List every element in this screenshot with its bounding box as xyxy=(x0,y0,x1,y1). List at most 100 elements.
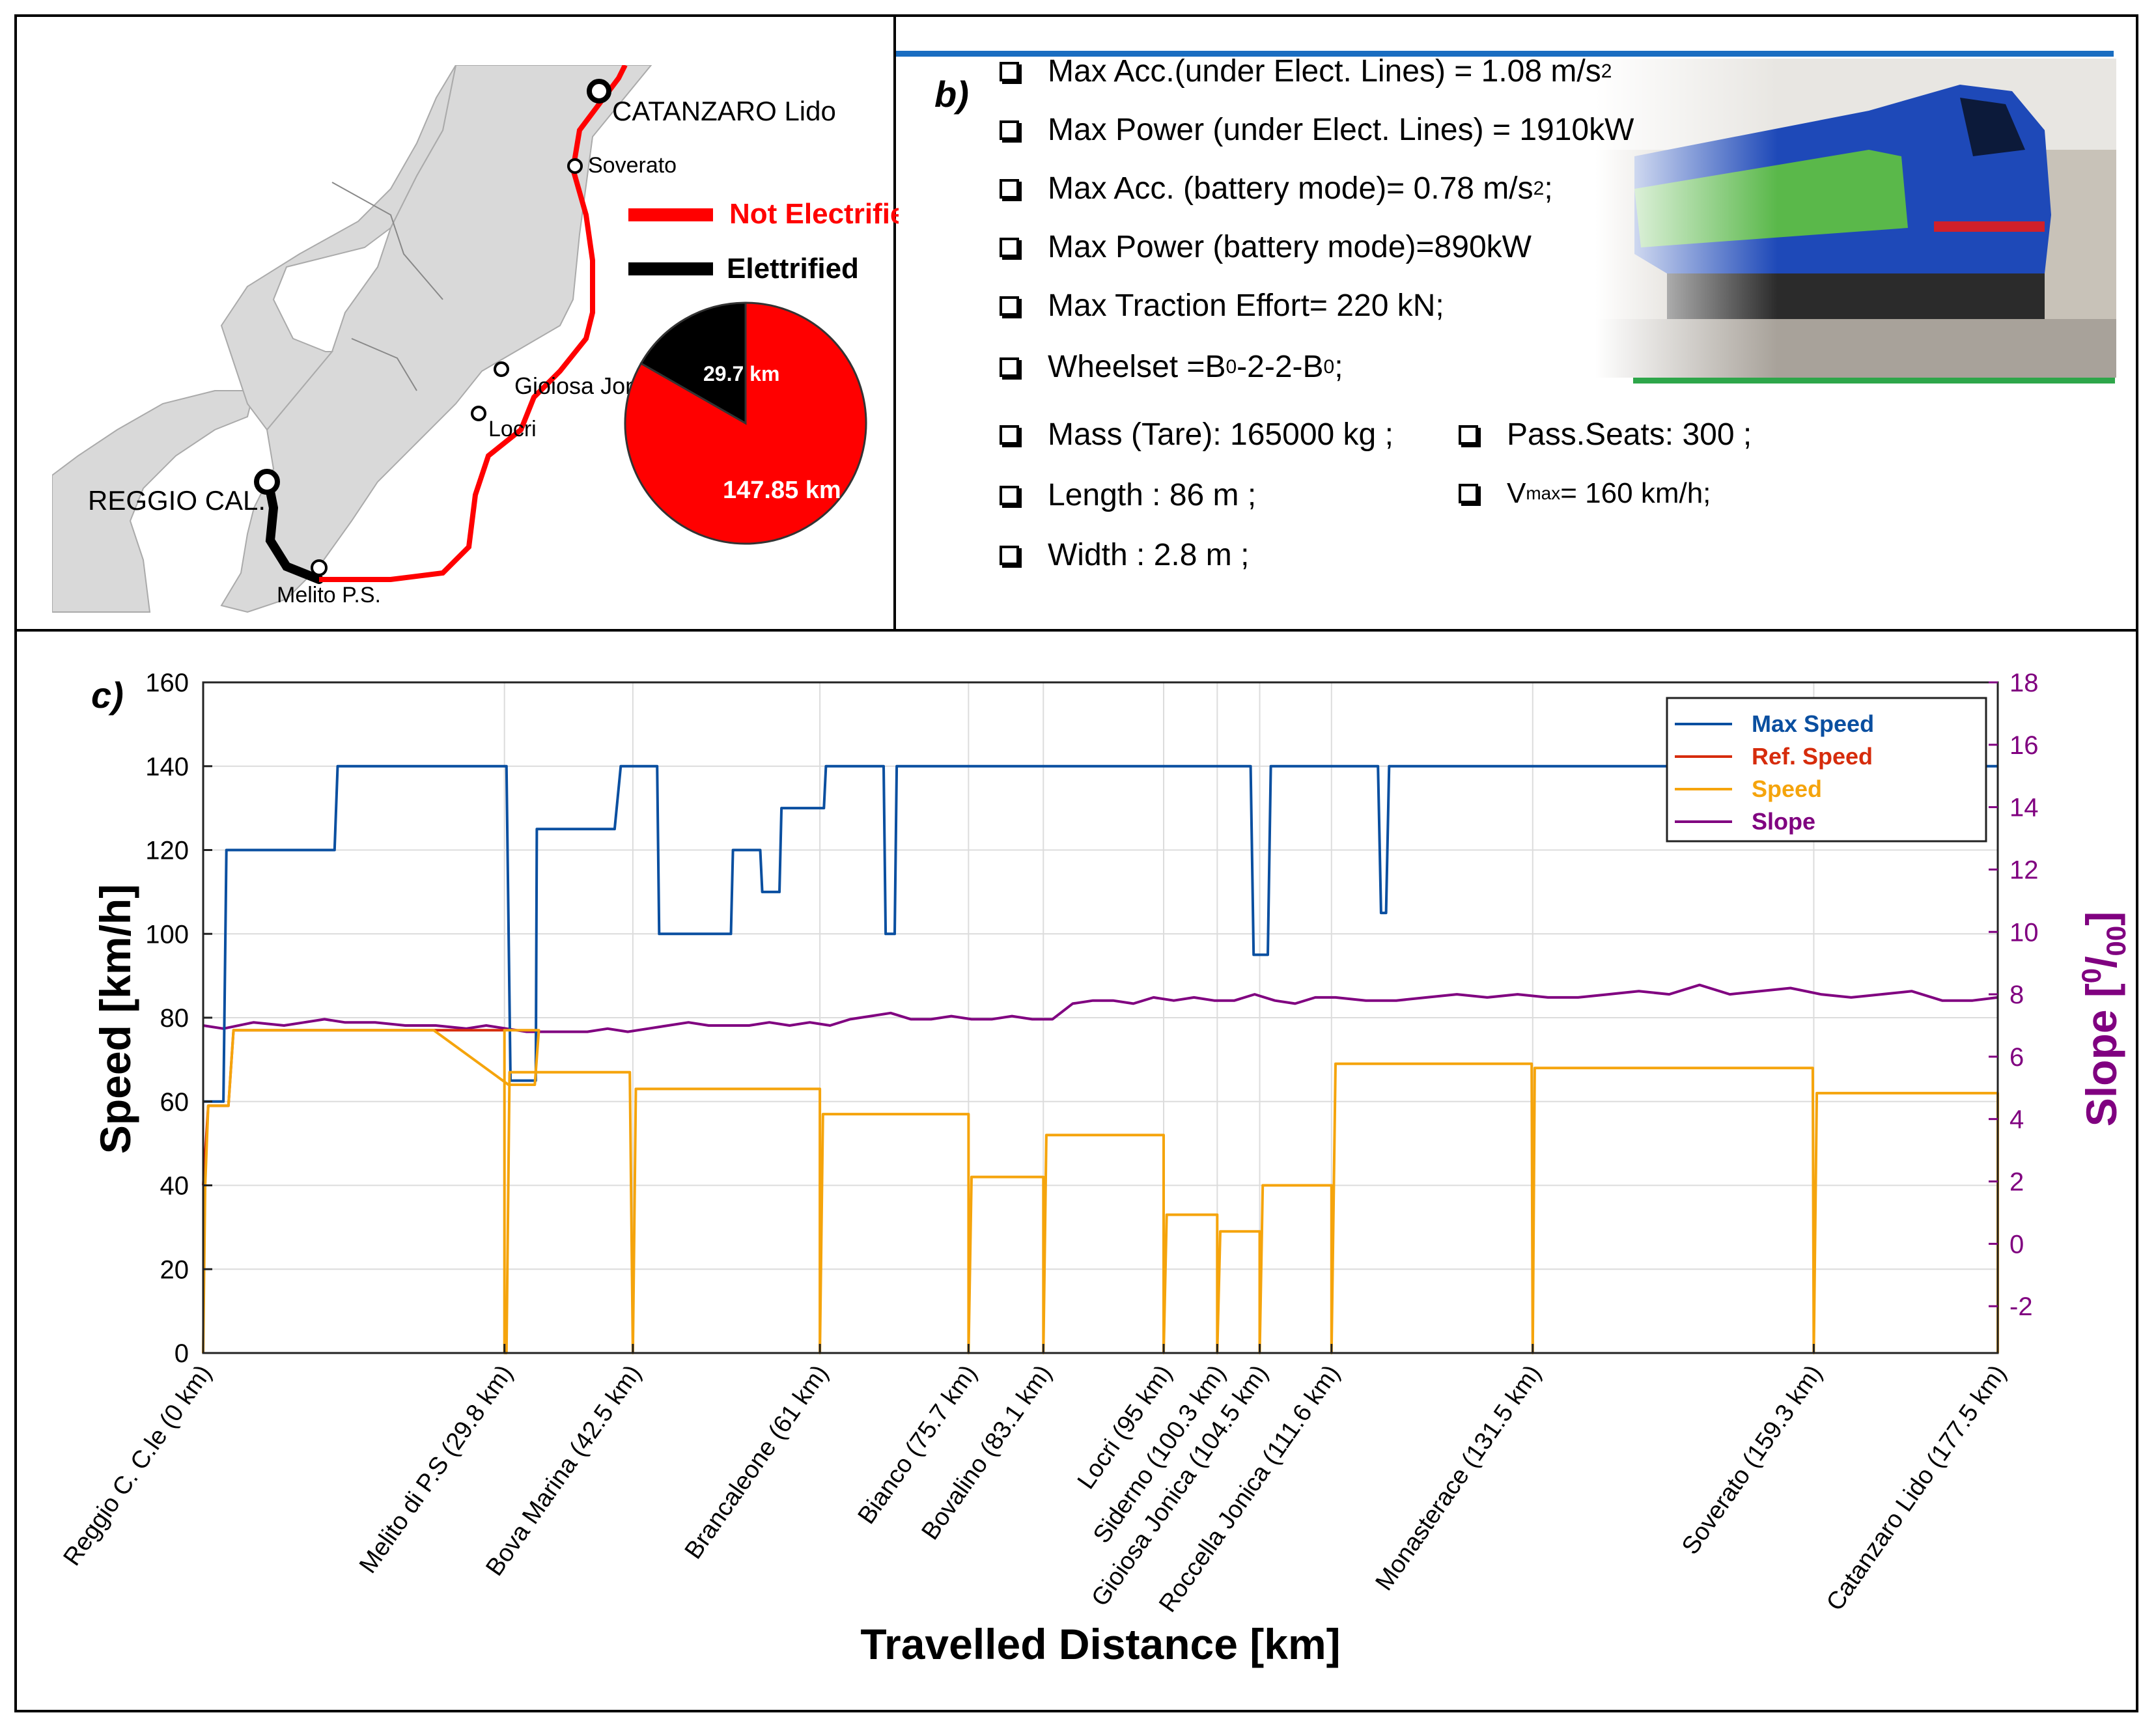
y2-tick-label: -2 xyxy=(2009,1292,2033,1321)
spec-wheelset-b: -2-2-B xyxy=(1237,350,1324,384)
calabria-land xyxy=(220,65,652,613)
checkbox-icon xyxy=(1459,425,1481,447)
y2-tick-label: 14 xyxy=(2009,794,2039,822)
station-melito-label: Melito P.S. xyxy=(277,583,381,607)
station-catanzaro-marker xyxy=(587,79,611,104)
legend-label: Speed xyxy=(1752,775,1822,802)
y-tick-label: 40 xyxy=(160,1172,189,1201)
y2-tick-label: 12 xyxy=(2009,856,2039,884)
x-tick-label: Reggio C. C.le (0 km) xyxy=(58,1360,217,1570)
panel-b-top-accent xyxy=(896,51,2114,57)
checkbox-icon xyxy=(1000,485,1022,508)
y2-axis-label: Slope [0/00] xyxy=(2076,912,2131,1126)
x-tick-label: Catanzaro Lido (177.5 km) xyxy=(1821,1360,2011,1616)
y2-axis-label-a: Slope [ xyxy=(2077,983,2125,1126)
x-tick-label: Soverato (159.3 km) xyxy=(1677,1360,1828,1559)
spec-acc-batt-suffix: ; xyxy=(1544,171,1553,206)
checkbox-icon xyxy=(1000,237,1022,260)
x-ticks-layer: Reggio C. C.le (0 km) Melito di P.S (29.8… xyxy=(58,1344,2011,1617)
y2-tick-label: 6 xyxy=(2009,1043,2024,1072)
spec-vmax-a: V xyxy=(1507,477,1526,509)
pie-label-red: 147.85 km xyxy=(723,477,841,504)
region-border-2 xyxy=(351,338,417,391)
checkbox-icon xyxy=(1000,425,1022,447)
spec-acc-elect: Max Acc.(under Elect. Lines) = 1.08 m/s 2 xyxy=(1000,53,1612,89)
spec-power-batt: Max Power (battery mode)=890kW xyxy=(1000,229,1532,265)
spec-acc-batt: Max Acc. (battery mode)= 0.78 m/s 2; xyxy=(1000,171,1553,206)
y-axis-label: Speed [km/h] xyxy=(91,884,139,1154)
spec-acc-elect-sup: 2 xyxy=(1601,60,1612,82)
not-electrified-line xyxy=(319,65,628,582)
checkbox-icon xyxy=(1459,484,1481,506)
spec-wheelset-sub2: 0 xyxy=(1323,356,1335,378)
series-line-speed xyxy=(202,1029,1999,1354)
station-locri-label: Locri xyxy=(488,417,537,441)
y-tick-label: 0 xyxy=(175,1339,189,1368)
y2-axis-label-e: ] xyxy=(2077,912,2125,926)
panel-b-bottom-accent xyxy=(1633,378,2115,384)
y-tick-label: 140 xyxy=(145,753,189,781)
spec-power-elect: Max Power (under Elect. Lines) = 1910kW xyxy=(1000,112,1634,148)
pie-label-black: 29.7 km xyxy=(703,362,779,385)
chart-legend: Max Speed Ref. Speed Speed Slope xyxy=(1666,697,1987,843)
x-tick-label: Melito di P.S (29.8 km) xyxy=(354,1360,518,1578)
y-tick-label: 80 xyxy=(160,1004,189,1033)
series-layer xyxy=(202,764,1999,1354)
y2-tick-label: 4 xyxy=(2009,1106,2024,1134)
spec-power-elect-text: Max Power (under Elect. Lines) = 1910kW xyxy=(1048,113,1634,147)
calabria-land-west xyxy=(220,65,456,431)
legend-electrified-swatch xyxy=(628,262,713,275)
station-gioiosa-marker xyxy=(494,361,509,377)
calabria-map: CATANZARO Lido Soverato Gioiosa Jonica L… xyxy=(52,65,899,613)
spec-length-text: Length : 86 m ; xyxy=(1048,478,1257,512)
x-axis-label: Travelled Distance [km] xyxy=(860,1620,1340,1668)
legend-label: Slope xyxy=(1752,808,1815,835)
spec-wheelset-a: Wheelset =B xyxy=(1048,350,1226,384)
spec-width: Width : 2.8 m ; xyxy=(1000,537,1249,573)
spec-wheelset-c: ; xyxy=(1334,350,1343,384)
spec-acc-batt-sup: 2 xyxy=(1533,177,1545,199)
checkbox-icon xyxy=(1000,296,1022,318)
y-tick-label: 160 xyxy=(145,669,189,697)
station-reggio-marker xyxy=(254,469,280,495)
spec-acc-batt-text: Max Acc. (battery mode)= 0.78 m/s xyxy=(1048,171,1533,206)
x-tick-label: Bovalino (83.1 km) xyxy=(917,1360,1057,1545)
spec-power-batt-text: Max Power (battery mode)=890kW xyxy=(1048,230,1532,264)
checkbox-icon xyxy=(1000,120,1022,143)
legend-label: Max Speed xyxy=(1752,710,1874,737)
legend-not-electrified-swatch xyxy=(628,208,713,221)
panel-b-label: b) xyxy=(934,74,969,115)
spec-wheelset-sub1: 0 xyxy=(1225,356,1237,378)
series-line-max-speed xyxy=(203,764,1998,1103)
horizontal-divider xyxy=(14,629,2138,632)
y-ticks-layer: 0 20 40 60 80 100 120 140 160 xyxy=(145,669,212,1368)
spec-length: Length : 86 m ; xyxy=(1000,477,1256,513)
checkbox-icon xyxy=(1000,545,1022,568)
train-photo-fade xyxy=(1595,59,2116,378)
spec-acc-elect-text: Max Acc.(under Elect. Lines) = 1.08 m/s xyxy=(1048,54,1601,89)
spec-vmax-b: = 160 km/h; xyxy=(1560,477,1711,509)
station-locri-marker xyxy=(471,406,486,421)
spec-width-text: Width : 2.8 m ; xyxy=(1048,538,1250,572)
y2-tick-label: 8 xyxy=(2009,981,2024,1009)
spec-traction: Max Traction Effort= 220 kN; xyxy=(1000,288,1444,324)
y2-tick-label: 0 xyxy=(2009,1230,2024,1259)
sicily-land xyxy=(52,390,255,613)
y2-ticks-layer: -2 0 2 4 6 8 10 12 14 16 18 xyxy=(1989,669,2039,1321)
pie-slice-electrified xyxy=(639,301,747,425)
station-catanzaro-label: CATANZARO Lido xyxy=(612,96,836,126)
legend-box xyxy=(1666,697,1987,843)
train-image xyxy=(1595,59,2116,378)
station-soverato-marker xyxy=(567,158,583,174)
y-tick-label: 100 xyxy=(145,920,189,949)
station-soverato-label: Soverato xyxy=(588,153,677,178)
legend-label: Ref. Speed xyxy=(1752,743,1873,770)
spec-seats: Pass.Seats: 300 ; xyxy=(1459,417,1752,453)
y2-axis-label-d: 00 xyxy=(2101,926,2131,956)
spec-wheelset: Wheelset =B 0 -2-2-B 0; xyxy=(1000,349,1343,385)
spec-mass: Mass (Tare): 165000 kg ; xyxy=(1000,417,1393,453)
region-border-1 xyxy=(331,182,443,300)
checkbox-icon xyxy=(1000,357,1022,380)
